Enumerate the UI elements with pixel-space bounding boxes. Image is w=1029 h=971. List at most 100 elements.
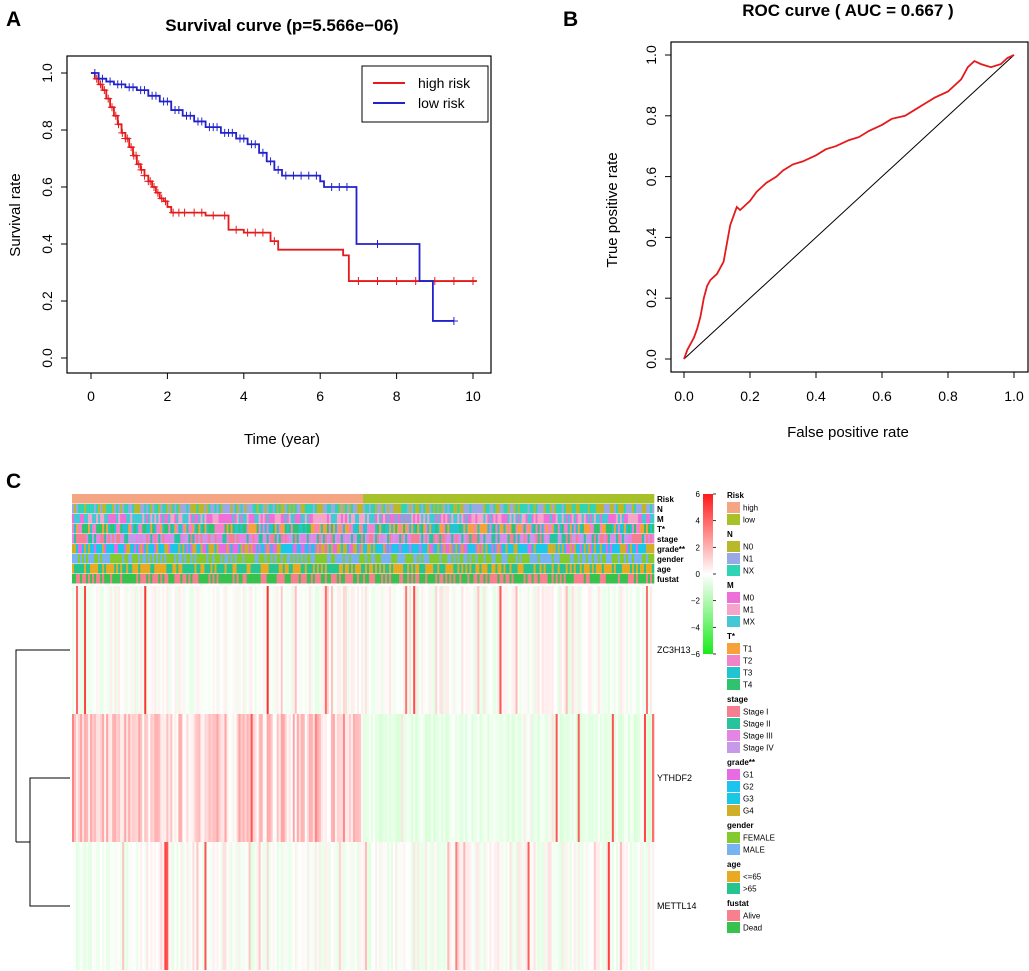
annotation-cell: [365, 534, 368, 544]
heatmap-cell: [98, 586, 101, 714]
heatmap-cell: [332, 842, 336, 970]
annotation-cell: [649, 534, 653, 544]
annotation-cell: [649, 494, 653, 504]
heatmap-cell: [112, 586, 115, 714]
annotation-cell: [180, 574, 183, 584]
annotation-cell: [210, 574, 213, 584]
annotation-cell: [338, 514, 342, 524]
heatmap-cell: [160, 714, 163, 842]
annotation-cell: [178, 564, 181, 574]
annotation-cell: [360, 494, 364, 504]
heatmap-cell: [132, 842, 135, 970]
heatmap-cell: [503, 714, 506, 842]
annotation-cell: [110, 524, 113, 534]
annotation-cell: [521, 564, 524, 574]
heatmap-cell: [314, 586, 318, 714]
annotation-cell: [186, 514, 189, 524]
annotation-cell: [326, 524, 330, 534]
heatmap-cell: [613, 586, 617, 714]
censor-mark: [304, 171, 313, 180]
annotation-cell: [473, 544, 476, 554]
annotation-cell: [495, 534, 498, 544]
annotation-cell: [148, 554, 151, 564]
heatmap-cell: [565, 714, 569, 842]
heatmap-cell: [92, 586, 95, 714]
heatmap-cell: [338, 586, 342, 714]
annotation-cell: [469, 574, 472, 584]
annotation-cell: [527, 494, 530, 504]
annotation-cell: [236, 574, 239, 584]
heatmap-cell: [330, 842, 334, 970]
heatmap-cell: [160, 842, 163, 970]
annotation-cell: [593, 534, 597, 544]
annotation-cell: [511, 494, 514, 504]
annotation-cell: [433, 574, 436, 584]
annotation-cell: [569, 494, 573, 504]
annotation-cell: [92, 554, 95, 564]
annotation-cell: [387, 494, 390, 504]
heatmap-cell: [639, 842, 643, 970]
survival-chart: Survival curve (p=5.566e−06) 0.00.20.40.…: [7, 16, 492, 448]
heatmap-cell: [106, 586, 109, 714]
annotation-cell: [298, 574, 302, 584]
annotation-cell: [481, 514, 484, 524]
annotation-cell: [435, 534, 438, 544]
annotation-cell: [639, 574, 643, 584]
annotation-cell: [629, 564, 633, 574]
panel-label-a: A: [6, 8, 21, 31]
annotation-cell: [182, 514, 185, 524]
annotation-cell: [417, 564, 420, 574]
heatmap-cell: [120, 586, 123, 714]
heatmap-cell: [200, 586, 203, 714]
annotation-cell: [246, 524, 249, 534]
annotation-cell: [545, 514, 548, 524]
annotation-cell: [595, 534, 599, 544]
annotation-cell: [280, 554, 284, 564]
annotation-cell: [112, 504, 115, 514]
annotation-cell: [78, 544, 81, 554]
annotation-cell: [389, 574, 392, 584]
heatmap-cell: [248, 842, 251, 970]
legend-item-label: G3: [743, 795, 754, 804]
annotation-cell: [318, 554, 322, 564]
annotation-cell: [381, 524, 384, 534]
annotation-cell: [212, 534, 215, 544]
annotation-cell: [491, 524, 494, 534]
annotation-cell: [483, 504, 486, 514]
annotation-cell: [425, 554, 428, 564]
annotation-cell: [336, 504, 340, 514]
annotation-cell: [360, 514, 364, 524]
annotation-cell: [389, 564, 392, 574]
annotation-cell: [505, 514, 508, 524]
annotation-cell: [647, 524, 651, 534]
heatmap-cell: [188, 842, 191, 970]
annotation-cell: [288, 494, 292, 504]
annotation-cell: [284, 534, 288, 544]
heatmap-cell: [625, 842, 629, 970]
annotation-cell: [84, 554, 87, 564]
annotation-cell: [282, 494, 286, 504]
annotation-cell: [439, 524, 442, 534]
annotation-cell: [529, 554, 532, 564]
annotation-cell: [467, 534, 470, 544]
annotation-cell: [286, 564, 290, 574]
annotation-cell: [383, 574, 386, 584]
annotation-cell: [88, 494, 91, 504]
annotation-cell: [118, 514, 121, 524]
heatmap-cell: [218, 586, 221, 714]
annotation-cell: [513, 514, 516, 524]
annotation-cell: [367, 494, 370, 504]
heatmap-cell: [112, 842, 115, 970]
annotation-cell: [232, 534, 235, 544]
annotation-cell: [389, 514, 392, 524]
annotation-cell: [246, 514, 249, 524]
annotation-cell: [94, 514, 97, 524]
heatmap-cell: [274, 586, 278, 714]
annotation-cell: [611, 514, 615, 524]
heatmap-cell: [320, 586, 324, 714]
annotation-cell: [244, 494, 247, 504]
annotation-cell: [260, 524, 263, 534]
annotation-cell: [535, 504, 538, 514]
annotation-cell: [100, 504, 103, 514]
annotation-cell: [455, 574, 458, 584]
